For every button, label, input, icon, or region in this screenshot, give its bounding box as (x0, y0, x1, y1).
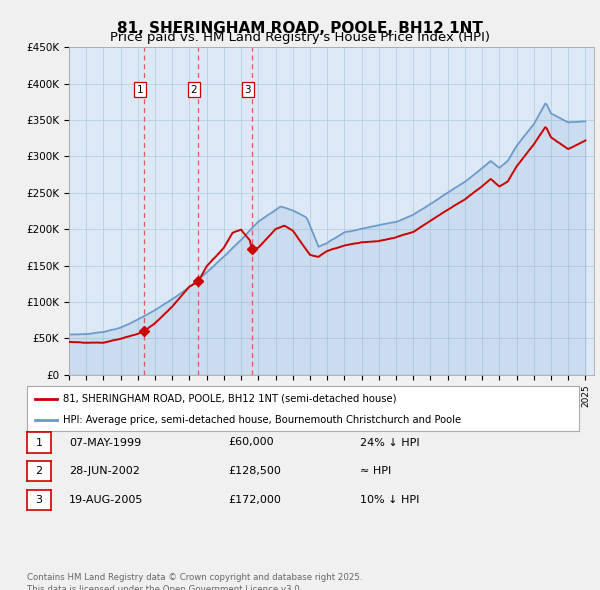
Text: 28-JUN-2002: 28-JUN-2002 (69, 466, 140, 476)
Text: HPI: Average price, semi-detached house, Bournemouth Christchurch and Poole: HPI: Average price, semi-detached house,… (63, 415, 461, 425)
Text: £172,000: £172,000 (228, 495, 281, 504)
Text: 24% ↓ HPI: 24% ↓ HPI (360, 438, 419, 447)
Text: 3: 3 (35, 495, 43, 504)
Text: 10% ↓ HPI: 10% ↓ HPI (360, 495, 419, 504)
Text: ≈ HPI: ≈ HPI (360, 466, 391, 476)
Text: 07-MAY-1999: 07-MAY-1999 (69, 438, 141, 447)
Text: 2: 2 (190, 85, 197, 95)
Text: 1: 1 (136, 85, 143, 95)
Text: Contains HM Land Registry data © Crown copyright and database right 2025.
This d: Contains HM Land Registry data © Crown c… (27, 573, 362, 590)
Text: Price paid vs. HM Land Registry's House Price Index (HPI): Price paid vs. HM Land Registry's House … (110, 31, 490, 44)
Text: 81, SHERINGHAM ROAD, POOLE, BH12 1NT: 81, SHERINGHAM ROAD, POOLE, BH12 1NT (117, 21, 483, 35)
Text: £60,000: £60,000 (228, 438, 274, 447)
Text: 19-AUG-2005: 19-AUG-2005 (69, 495, 143, 504)
Text: 3: 3 (244, 85, 251, 95)
Text: 2: 2 (35, 466, 43, 476)
Text: 81, SHERINGHAM ROAD, POOLE, BH12 1NT (semi-detached house): 81, SHERINGHAM ROAD, POOLE, BH12 1NT (se… (63, 394, 397, 404)
Text: 1: 1 (35, 438, 43, 447)
Text: £128,500: £128,500 (228, 466, 281, 476)
